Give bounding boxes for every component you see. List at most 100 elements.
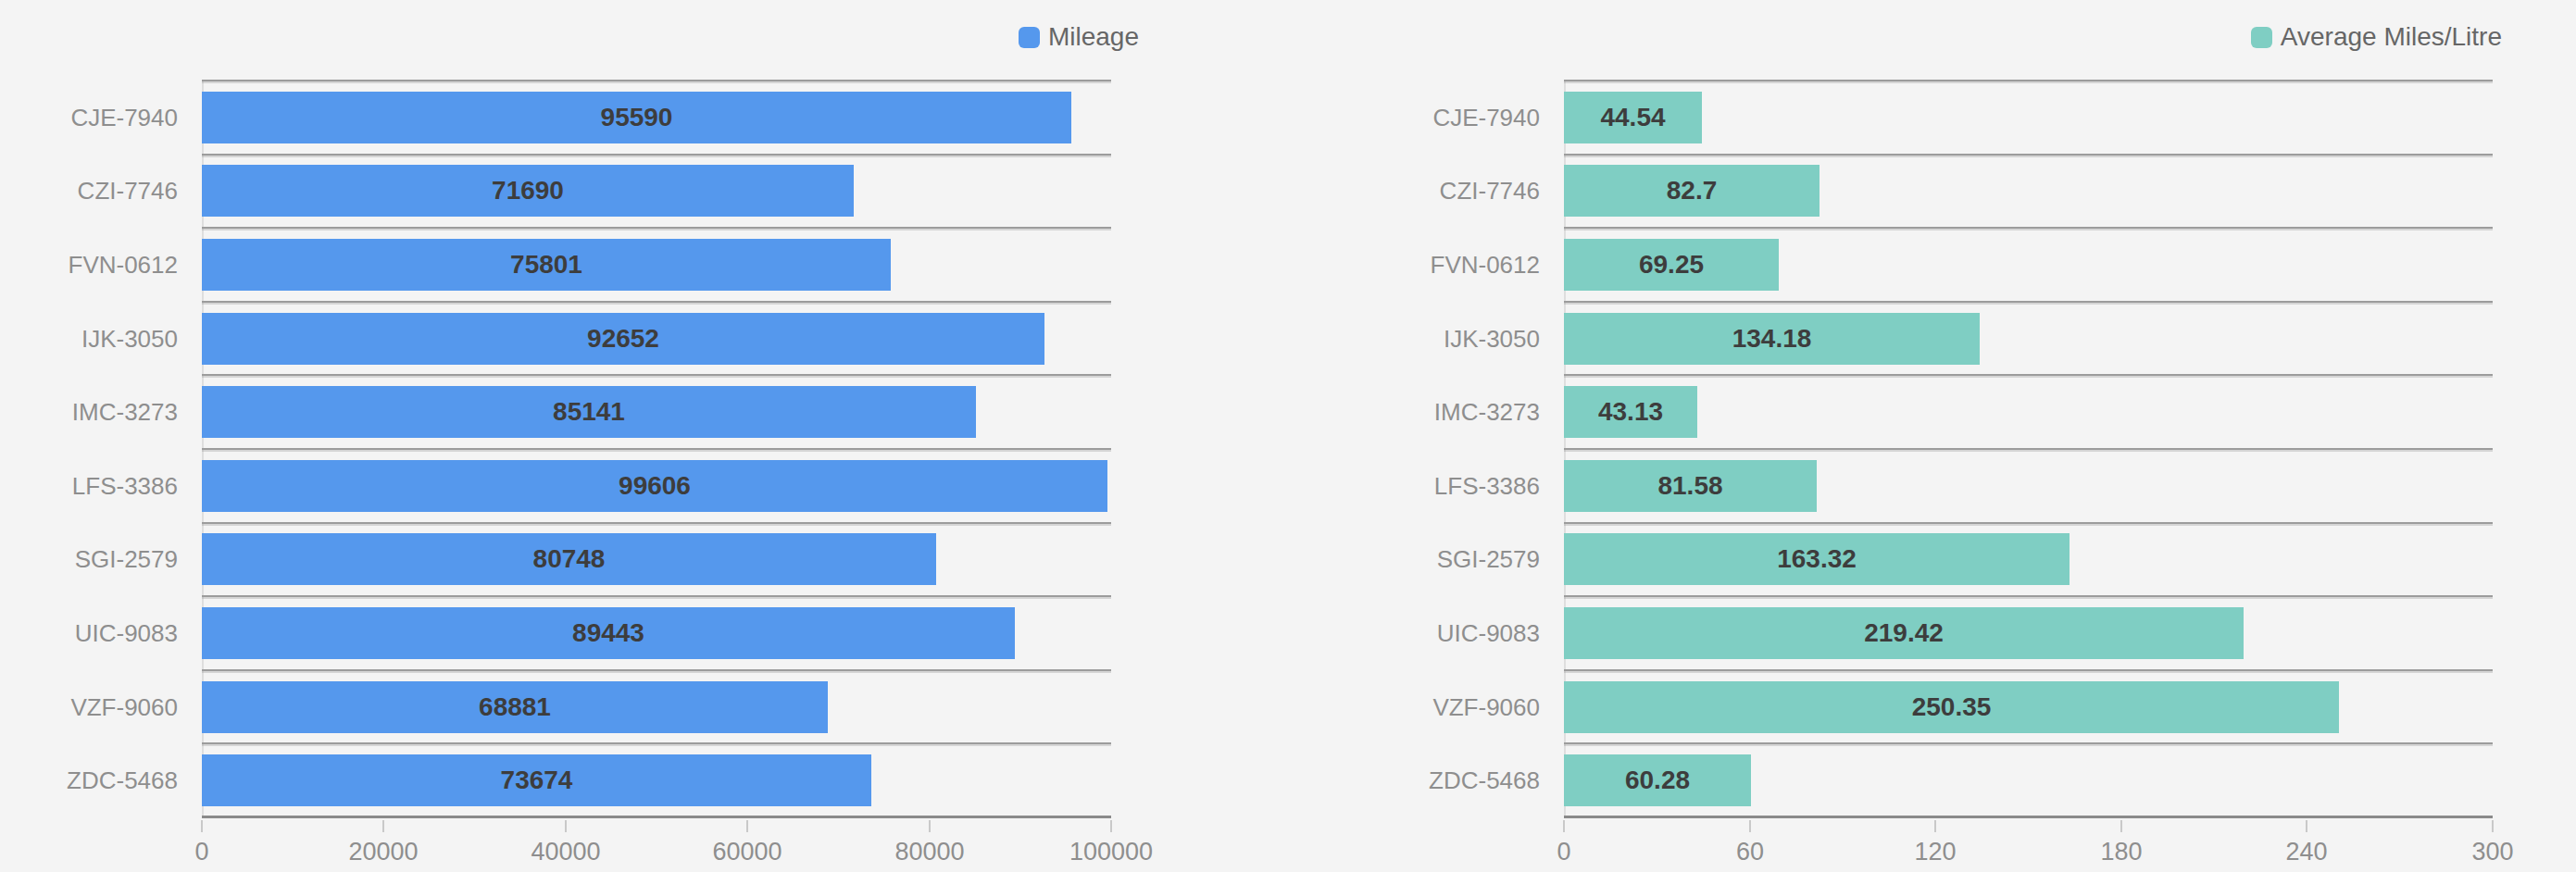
gridline bbox=[202, 374, 1111, 376]
bar-value-label: 60.28 bbox=[1625, 766, 1690, 795]
bar-value-label: 99606 bbox=[619, 471, 691, 501]
gridline bbox=[1564, 301, 2493, 303]
bar-value-label: 92652 bbox=[587, 324, 659, 354]
gridline bbox=[202, 448, 1111, 450]
gridline bbox=[202, 595, 1111, 597]
x-tick bbox=[382, 820, 384, 832]
bar[interactable]: 60.28 bbox=[1564, 754, 1751, 806]
x-tick bbox=[2120, 820, 2122, 832]
bar[interactable]: 92652 bbox=[202, 313, 1044, 365]
x-tick bbox=[1934, 820, 1936, 832]
x-tick-label: 60 bbox=[1736, 838, 1764, 866]
bar[interactable]: 73674 bbox=[202, 754, 871, 806]
bar[interactable]: 81.58 bbox=[1564, 460, 1817, 512]
bar[interactable]: 75801 bbox=[202, 239, 891, 291]
gridline bbox=[1564, 669, 2493, 671]
bar-value-label: 85141 bbox=[553, 397, 625, 427]
bar-value-label: 134.18 bbox=[1732, 324, 1812, 354]
bar-value-label: 250.35 bbox=[1912, 692, 1992, 722]
category-label: UIC-9083 bbox=[1288, 618, 1540, 648]
x-tick-label: 180 bbox=[2100, 838, 2142, 866]
bar-value-label: 68881 bbox=[479, 692, 551, 722]
x-tick-label: 240 bbox=[2285, 838, 2327, 866]
bar[interactable]: 163.32 bbox=[1564, 533, 2070, 585]
bar[interactable]: 69.25 bbox=[1564, 239, 1779, 291]
bar-value-label: 69.25 bbox=[1639, 250, 1704, 280]
mileage-legend[interactable]: Mileage bbox=[1019, 22, 1139, 52]
x-tick-label: 0 bbox=[194, 838, 208, 866]
gridline bbox=[202, 80, 1111, 81]
x-tick-label: 60000 bbox=[712, 838, 782, 866]
gridline bbox=[202, 227, 1111, 229]
bar-value-label: 73674 bbox=[501, 766, 573, 795]
x-axis-line bbox=[1564, 816, 2493, 818]
category-label: CJE-7940 bbox=[0, 103, 178, 132]
avg-miles-litre-plot-area: CJE-794044.54CZI-774682.7FVN-061269.25IJ… bbox=[1564, 81, 2493, 817]
gridline bbox=[202, 742, 1111, 744]
category-label: LFS-3386 bbox=[1288, 471, 1540, 501]
x-tick bbox=[929, 820, 931, 832]
category-label: ZDC-5468 bbox=[1288, 766, 1540, 795]
bar[interactable]: 219.42 bbox=[1564, 607, 2244, 659]
gridline bbox=[1564, 80, 2493, 81]
x-tick-label: 80000 bbox=[894, 838, 964, 866]
category-label: CZI-7746 bbox=[1288, 176, 1540, 206]
x-tick bbox=[1110, 820, 1112, 832]
gridline bbox=[1564, 374, 2493, 376]
gridline bbox=[1564, 448, 2493, 450]
mileage-chart: Mileage CJE-794095590CZI-774671690FVN-06… bbox=[0, 0, 1288, 872]
bar-value-label: 71690 bbox=[492, 176, 564, 206]
category-label: IJK-3050 bbox=[0, 324, 178, 354]
category-label: VZF-9060 bbox=[1288, 692, 1540, 722]
category-label: VZF-9060 bbox=[0, 692, 178, 722]
bar[interactable]: 43.13 bbox=[1564, 386, 1697, 438]
avg-miles-litre-legend-swatch bbox=[2251, 27, 2272, 48]
bar-value-label: 89443 bbox=[572, 618, 644, 648]
x-axis-line bbox=[202, 816, 1111, 818]
x-tick bbox=[201, 820, 203, 832]
category-label: ZDC-5468 bbox=[0, 766, 178, 795]
gridline bbox=[202, 154, 1111, 156]
bar[interactable]: 71690 bbox=[202, 165, 854, 217]
bar-value-label: 163.32 bbox=[1777, 544, 1857, 574]
bar-value-label: 43.13 bbox=[1598, 397, 1663, 427]
category-label: UIC-9083 bbox=[0, 618, 178, 648]
bar[interactable]: 44.54 bbox=[1564, 92, 1702, 143]
bar[interactable]: 99606 bbox=[202, 460, 1107, 512]
x-tick bbox=[1749, 820, 1751, 832]
bar[interactable]: 95590 bbox=[202, 92, 1071, 143]
gridline bbox=[202, 669, 1111, 671]
bar[interactable]: 134.18 bbox=[1564, 313, 1980, 365]
x-tick-label: 40000 bbox=[531, 838, 600, 866]
x-tick bbox=[565, 820, 567, 832]
x-tick-label: 20000 bbox=[348, 838, 418, 866]
x-tick bbox=[1563, 820, 1565, 832]
category-label: CZI-7746 bbox=[0, 176, 178, 206]
category-label: LFS-3386 bbox=[0, 471, 178, 501]
category-label: IMC-3273 bbox=[1288, 397, 1540, 427]
avg-miles-litre-legend[interactable]: Average Miles/Litre bbox=[2251, 22, 2502, 52]
x-tick bbox=[746, 820, 748, 832]
category-label: IJK-3050 bbox=[1288, 324, 1540, 354]
x-tick-label: 0 bbox=[1557, 838, 1570, 866]
bar[interactable]: 82.7 bbox=[1564, 165, 1819, 217]
mileage-plot-area: CJE-794095590CZI-774671690FVN-061275801I… bbox=[202, 81, 1111, 817]
bar-value-label: 75801 bbox=[510, 250, 582, 280]
category-label: FVN-0612 bbox=[0, 250, 178, 280]
bar[interactable]: 89443 bbox=[202, 607, 1015, 659]
bar-value-label: 82.7 bbox=[1667, 176, 1718, 206]
gridline bbox=[1564, 227, 2493, 229]
gridline bbox=[1564, 522, 2493, 524]
bar-value-label: 80748 bbox=[533, 544, 606, 574]
x-tick-label: 100000 bbox=[1069, 838, 1153, 866]
gridline bbox=[1564, 154, 2493, 156]
dual-bar-chart-dashboard: Mileage CJE-794095590CZI-774671690FVN-06… bbox=[0, 0, 2576, 872]
bar[interactable]: 80748 bbox=[202, 533, 936, 585]
bar-value-label: 95590 bbox=[601, 103, 673, 132]
bar[interactable]: 250.35 bbox=[1564, 681, 2339, 733]
x-tick bbox=[2492, 820, 2494, 832]
bar-value-label: 44.54 bbox=[1600, 103, 1665, 132]
bar[interactable]: 85141 bbox=[202, 386, 976, 438]
bar[interactable]: 68881 bbox=[202, 681, 828, 733]
category-label: IMC-3273 bbox=[0, 397, 178, 427]
